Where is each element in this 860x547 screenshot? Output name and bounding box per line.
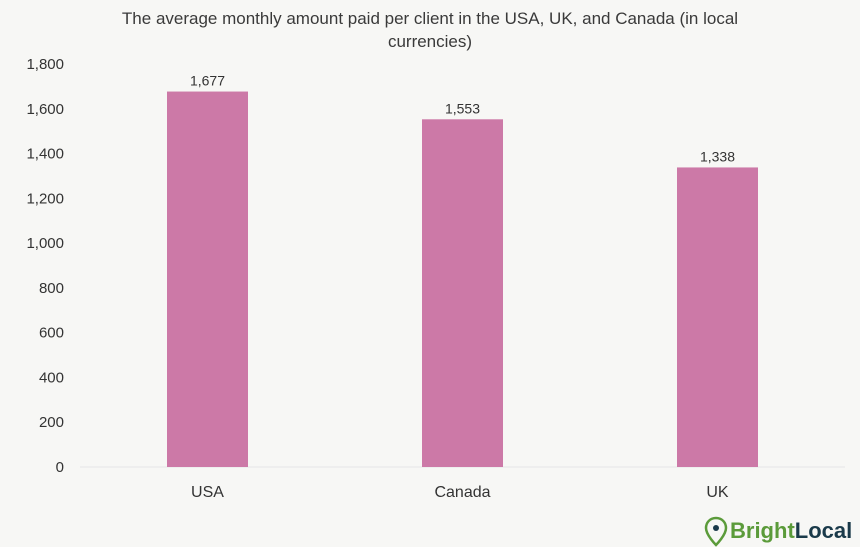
y-tick-label: 1,800 (26, 56, 64, 73)
y-tick-label: 1,600 (26, 101, 64, 118)
brand-text-local: Local (795, 518, 852, 543)
map-pin-icon (704, 516, 728, 547)
x-tick-label-uk: UK (706, 484, 729, 501)
chart-title-line-1: The average monthly amount paid per clie… (122, 9, 738, 28)
chart-title-line-2: currencies) (388, 32, 472, 51)
y-tick-label: 0 (56, 459, 64, 476)
data-label-canada: 1,553 (445, 100, 480, 116)
y-tick-label: 1,400 (26, 146, 64, 163)
bar-uk (677, 167, 758, 468)
y-axis: 0 200 400 600 800 1,000 1,200 1,400 1,600 1,800 (26, 56, 64, 476)
svg-text:BrightLocal: BrightLocal (730, 518, 852, 543)
y-tick-label: 1,000 (26, 235, 64, 252)
bar-canada (422, 119, 503, 468)
brand-text-bright: Bright (730, 518, 795, 543)
data-label-usa: 1,677 (190, 73, 225, 89)
x-tick-label-canada: Canada (434, 484, 490, 501)
y-tick-label: 200 (39, 414, 64, 431)
y-tick-label: 400 (39, 369, 64, 386)
y-tick-label: 1,200 (26, 190, 64, 207)
x-tick-label-usa: USA (191, 484, 224, 501)
bars-group: 1,677 USA 1,553 Canada 1,338 UK (167, 73, 758, 501)
data-label-uk: 1,338 (700, 148, 735, 164)
brand-logo: BrightLocal (704, 516, 852, 547)
y-tick-label: 800 (39, 280, 64, 297)
bar-usa (167, 91, 248, 467)
y-tick-label: 600 (39, 325, 64, 342)
